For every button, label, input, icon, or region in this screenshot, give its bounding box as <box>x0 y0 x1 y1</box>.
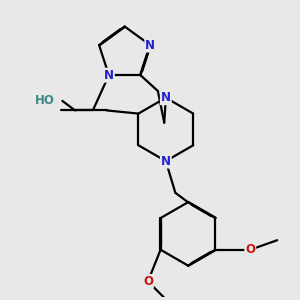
Text: N: N <box>161 91 171 104</box>
Text: N: N <box>161 154 171 168</box>
Text: HO: HO <box>34 94 55 107</box>
Text: N: N <box>145 39 155 52</box>
Text: O: O <box>245 243 255 256</box>
Text: O: O <box>143 275 153 288</box>
Text: N: N <box>104 69 114 82</box>
